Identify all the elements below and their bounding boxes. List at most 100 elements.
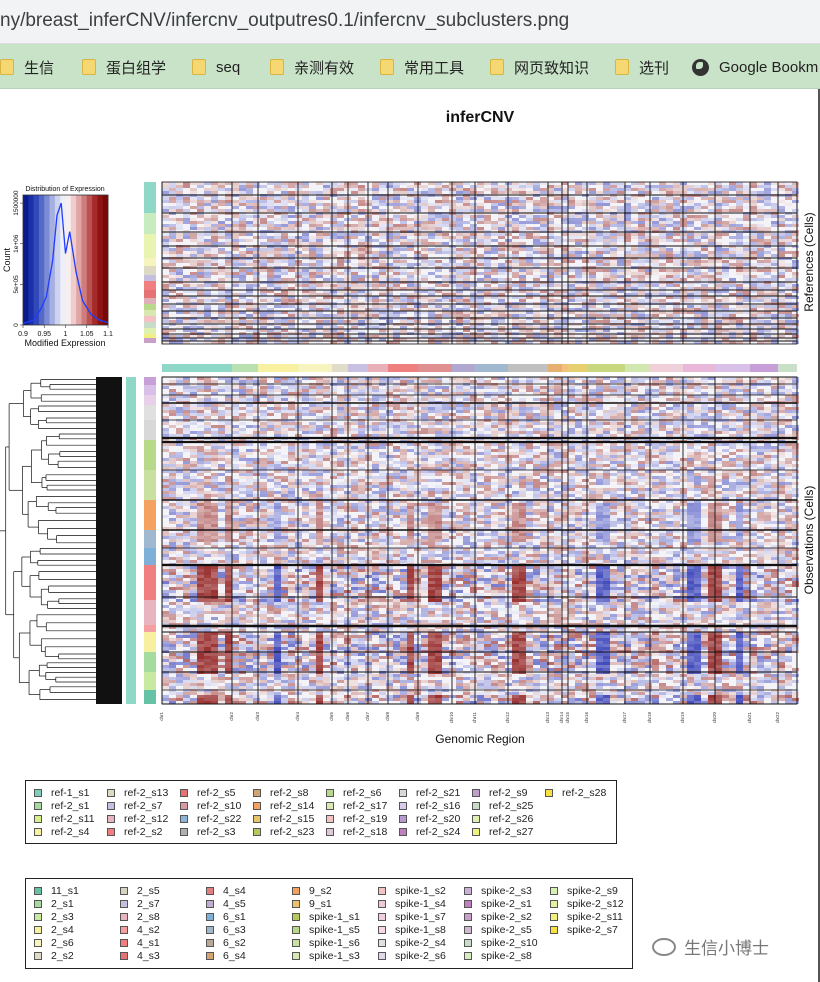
chromosome-tick-chr9: chr9 xyxy=(415,712,420,721)
legend-item-ref-2-s22: ref-2_s22 xyxy=(180,812,241,825)
legend-item-spike-2-s3: spike-2_s3 xyxy=(464,884,532,897)
legend-swatch xyxy=(34,938,42,947)
legend-item-spike-1-s8: spike-1_s8 xyxy=(378,923,446,936)
legend-swatch xyxy=(34,801,42,810)
legend-swatch xyxy=(206,925,214,934)
legend-swatch xyxy=(378,899,386,908)
legend-label: ref-2_s10 xyxy=(197,799,242,812)
legend-swatch xyxy=(326,814,334,823)
legend-swatch xyxy=(180,814,188,823)
folder-icon xyxy=(380,59,394,75)
legend-item-ref-2-s13: ref-2_s13 xyxy=(107,786,168,799)
legend-item-spike-1-s5: spike-1_s5 xyxy=(292,923,360,936)
legend-label: spike-2_s6 xyxy=(395,949,446,962)
legend-item-9-s1: 9_s1 xyxy=(292,897,332,910)
chromosome-color-bar xyxy=(162,364,797,372)
chromosome-tick-chr8: chr8 xyxy=(385,712,390,721)
bookmark-knowledge[interactable]: 网页致知识 xyxy=(490,57,589,77)
legend-label: ref-2_s8 xyxy=(270,786,309,799)
legend-label: ref-2_s26 xyxy=(489,812,534,825)
chromosome-tick-chr21: chr21 xyxy=(747,712,752,724)
legend-label: ref-2_s25 xyxy=(489,799,534,812)
legend-item-2-s5: 2_s5 xyxy=(120,884,160,897)
bookmark-shengxin[interactable]: 生信 xyxy=(0,57,54,77)
bookmark-label: 蛋白组学 xyxy=(106,59,167,77)
chromosome-tick-chr7: chr7 xyxy=(365,712,370,721)
legend-label: 4_s2 xyxy=(137,923,160,936)
legend-item-ref-2-s26: ref-2_s26 xyxy=(472,812,533,825)
legend-swatch xyxy=(399,801,407,810)
legend-item-4-s5: 4_s5 xyxy=(206,897,246,910)
legend-swatch xyxy=(464,938,472,947)
legend-swatch xyxy=(378,951,386,960)
legend-label: spike-2_s2 xyxy=(481,910,532,923)
legend-label: ref-2_s19 xyxy=(343,812,388,825)
window-edge xyxy=(818,89,820,982)
observation-dendrogram xyxy=(0,377,122,704)
bookmark-seq[interactable]: seq xyxy=(192,57,240,77)
legend-label: spike-2_s5 xyxy=(481,923,532,936)
legend-item-ref-2-s4: ref-2_s4 xyxy=(34,825,90,838)
legend-swatch xyxy=(472,801,480,810)
chromosome-tick-chr20: chr20 xyxy=(712,712,717,724)
bookmark-label: 常用工具 xyxy=(404,59,465,77)
legend-swatch xyxy=(107,788,115,797)
legend-item-6-s4: 6_s4 xyxy=(206,949,246,962)
legend-swatch xyxy=(399,814,407,823)
reference-annotation-bar xyxy=(144,182,156,343)
legend-swatch xyxy=(378,938,386,947)
legend-item-11-s1: 11_s1 xyxy=(34,884,79,897)
legend-label: spike-1_s7 xyxy=(395,910,446,923)
legend-item-ref-2-s20: ref-2_s20 xyxy=(399,812,460,825)
bookmark-proteomics[interactable]: 蛋白组学 xyxy=(82,57,166,77)
legend-swatch xyxy=(206,886,214,895)
legend-label: ref-2_s16 xyxy=(416,799,461,812)
legend-label: spike-1_s4 xyxy=(395,897,446,910)
legend-label: 2_s5 xyxy=(137,884,160,897)
color-key-y-ticks: 0 5e+05 1e+06 1500000 xyxy=(13,190,23,327)
legend-swatch xyxy=(399,827,407,836)
legend-swatch xyxy=(472,827,480,836)
color-key-title: Distribution of Expression xyxy=(25,186,104,193)
legend-swatch xyxy=(180,827,188,836)
legend-item-ref-2-s23: ref-2_s23 xyxy=(253,825,314,838)
legend-label: ref-2_s27 xyxy=(489,825,534,838)
legend-label: spike-1_s3 xyxy=(309,949,360,962)
folder-icon xyxy=(270,59,284,75)
legend-item-2-s1: 2_s1 xyxy=(34,897,74,910)
chromosome-tick-chr15: chr15 xyxy=(565,712,570,724)
legend-item-spike-2-s10: spike-2_s10 xyxy=(464,936,538,949)
color-key-x-tick: 1.05 xyxy=(80,331,94,338)
bookmark-tools[interactable]: 常用工具 xyxy=(380,57,464,77)
legend-swatch xyxy=(120,951,128,960)
legend-label: spike-2_s8 xyxy=(481,949,532,962)
bookmark-google[interactable]: Google Bookm xyxy=(692,57,818,77)
legend-item-2-s7: 2_s7 xyxy=(120,897,160,910)
legend-label: ref-2_s9 xyxy=(489,786,528,799)
legend-swatch xyxy=(206,899,214,908)
color-key-x-tick: 0.9 xyxy=(18,331,28,338)
chromosome-tick-chr12: chr12 xyxy=(505,712,510,724)
legend-item-spike-1-s1: spike-1_s1 xyxy=(292,910,360,923)
legend-item-6-s3: 6_s3 xyxy=(206,923,246,936)
legend-item-ref-2-s14: ref-2_s14 xyxy=(253,799,314,812)
address-bar[interactable]: ny/breast_inferCNV/infercnv_outputres0.1… xyxy=(0,0,820,44)
legend-label: 6_s3 xyxy=(223,923,246,936)
legend-swatch xyxy=(253,788,261,797)
legend-item-2-s2: 2_s2 xyxy=(34,949,74,962)
bookmark-tested[interactable]: 亲测有效 xyxy=(270,57,354,77)
color-key-xlabel: Modified Expression xyxy=(24,338,105,348)
bookmark-journals[interactable]: 选刊 xyxy=(615,57,669,77)
legend-label: ref-2_s4 xyxy=(51,825,90,838)
legend-swatch xyxy=(120,912,128,921)
legend-swatch xyxy=(34,951,42,960)
chromosome-tick-chr4: chr4 xyxy=(295,712,300,721)
legend-item-4-s1: 4_s1 xyxy=(120,936,160,949)
legend-item-2-s6: 2_s6 xyxy=(34,936,74,949)
legend-swatch xyxy=(545,788,553,797)
legend-label: ref-2_s1 xyxy=(51,799,90,812)
chromosome-tick-chr1: chr1 xyxy=(159,712,164,721)
legend-label: 9_s2 xyxy=(309,884,332,897)
legend-swatch xyxy=(378,886,386,895)
legend-item-ref-2-s28: ref-2_s28 xyxy=(545,786,606,799)
